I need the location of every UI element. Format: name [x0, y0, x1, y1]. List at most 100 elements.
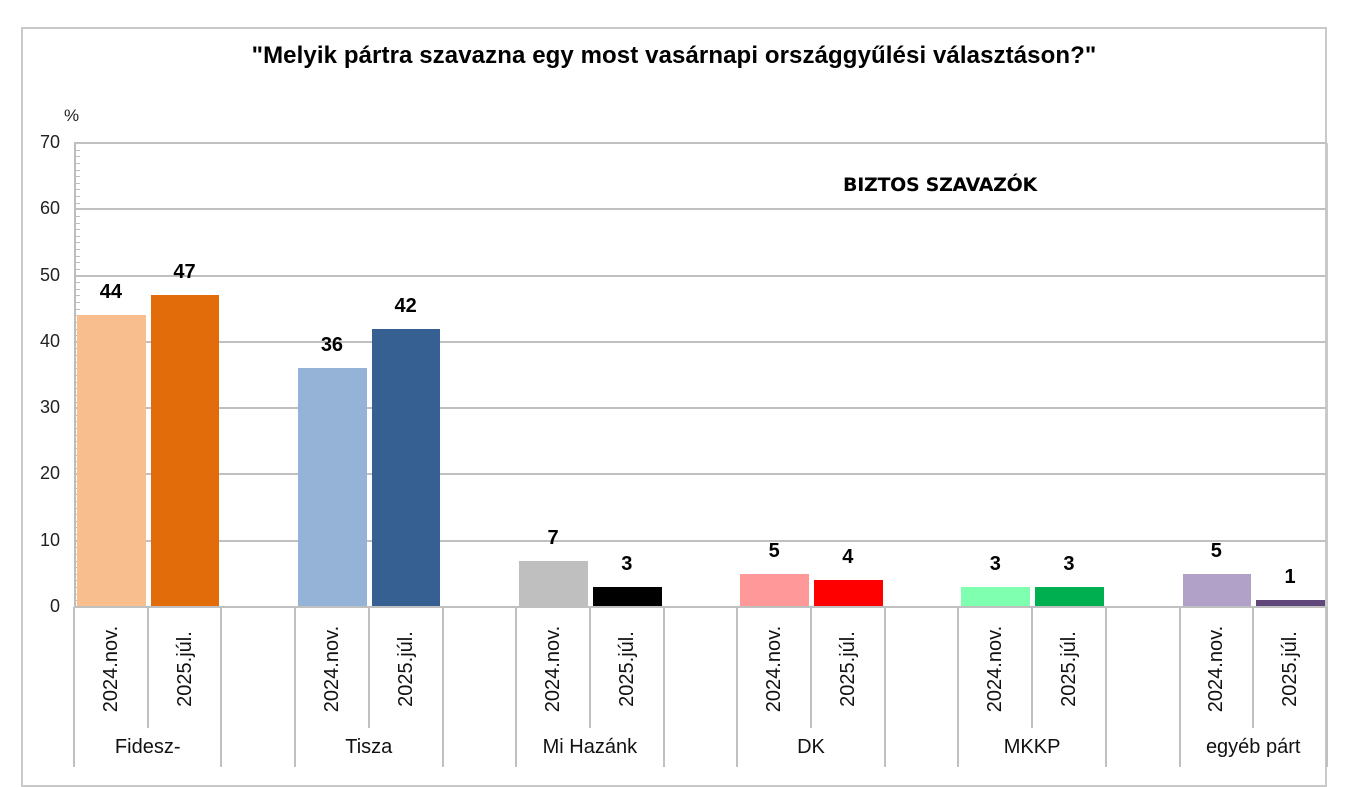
y-minor-tick [76, 235, 80, 237]
y-tick-label: 50 [39, 264, 60, 285]
inner-divider [588, 607, 591, 728]
y-tick-label: 20 [39, 463, 60, 484]
bar-2024.nov. [740, 573, 809, 607]
bar-2024.nov. [519, 560, 588, 607]
bar-2025.júl. [1256, 600, 1325, 607]
category-label: Mi Hazánk [542, 736, 638, 758]
group-divider [662, 607, 665, 767]
category-label: DK [797, 736, 825, 758]
x-tick-label: 2025.júl. [1279, 631, 1302, 707]
x-tick-label: 2024.nov. [984, 625, 1007, 713]
data-label: 3 [989, 553, 1001, 576]
bar-2024.nov. [298, 368, 367, 607]
data-label: 3 [1063, 553, 1075, 576]
bar-2024.nov. [961, 587, 1031, 607]
data-label: 44 [99, 281, 122, 304]
chart-subtitle: BIZTOS SZAVAZÓK [843, 174, 1037, 196]
x-tick-label: 2024.nov. [1205, 625, 1228, 713]
y-minor-tick [76, 242, 80, 244]
gridline [74, 473, 1327, 476]
x-tick-label: 2024.nov. [542, 625, 565, 713]
inner-divider [810, 607, 812, 728]
category-label: Tisza [345, 736, 393, 758]
y-minor-tick [76, 202, 80, 204]
group-divider [736, 607, 739, 767]
y-tick-label: 60 [39, 198, 60, 219]
y-minor-tick [76, 249, 80, 251]
group-divider [73, 607, 75, 767]
category-label: MKKP [1003, 736, 1061, 758]
gridline [74, 340, 1327, 343]
inner-divider [1252, 607, 1255, 728]
y-minor-tick [76, 282, 80, 284]
y-axis-unit: % [64, 106, 80, 125]
gridline [74, 274, 1327, 277]
y-minor-tick [76, 229, 80, 231]
y-minor-tick [76, 196, 80, 198]
bar-2025.júl. [592, 587, 662, 607]
y-minor-tick [76, 268, 80, 270]
group-divider [1104, 607, 1107, 767]
chart-title: "Melyik pártra szavazna egy most vasárna… [251, 42, 1097, 69]
bar-2025.júl. [371, 328, 441, 607]
y-minor-tick [76, 176, 80, 178]
gridline [74, 539, 1327, 542]
x-tick-label: 2024.nov. [99, 625, 122, 713]
gridline [74, 142, 1327, 144]
data-label: 5 [1210, 539, 1222, 562]
y-minor-tick [76, 215, 80, 217]
y-minor-tick [76, 189, 80, 191]
x-tick-label: 2025.júl. [1057, 631, 1080, 707]
y-minor-tick [76, 302, 80, 304]
data-label: 3 [621, 553, 633, 576]
data-label: 4 [842, 546, 854, 569]
bar-2025.júl. [1035, 587, 1104, 607]
y-minor-tick [76, 162, 80, 164]
category-label: Fidesz- [114, 736, 181, 758]
gridline [74, 407, 1327, 410]
y-minor-tick [76, 169, 80, 171]
y-tick-label: 30 [39, 397, 60, 418]
data-label: 36 [320, 334, 344, 357]
y-minor-tick [76, 182, 80, 184]
group-divider [220, 607, 223, 767]
inner-divider [146, 607, 149, 728]
y-minor-tick [76, 295, 80, 297]
group-divider [883, 607, 886, 767]
y-minor-tick [76, 156, 80, 158]
data-label: 1 [1284, 566, 1296, 589]
group-divider [1325, 607, 1328, 767]
group-divider [441, 607, 444, 767]
y-minor-tick [76, 255, 80, 257]
gridline [74, 208, 1327, 211]
x-axis-line [74, 606, 1327, 608]
bar-2024.nov. [77, 315, 146, 607]
y-minor-tick [76, 262, 80, 264]
group-divider [1178, 607, 1181, 767]
y-minor-tick [76, 288, 80, 290]
data-label: 47 [173, 261, 196, 284]
bar-2025.júl. [150, 295, 220, 607]
category-label: egyéb párt [1205, 736, 1301, 758]
bar-2025.júl. [814, 580, 883, 607]
y-minor-tick [76, 222, 80, 224]
x-tick-label: 2024.nov. [763, 625, 786, 713]
group-divider [515, 607, 518, 767]
x-tick-label: 2025.júl. [173, 631, 196, 707]
plot-right-border [1326, 143, 1328, 607]
y-minor-tick [76, 149, 80, 151]
data-label: 42 [394, 294, 417, 317]
y-tick-label: 70 [39, 132, 60, 152]
y-tick-label: 40 [39, 330, 60, 351]
y-tick-label: 10 [39, 529, 60, 550]
y-tick-label: 0 [49, 596, 60, 616]
y-minor-tick [76, 308, 80, 310]
x-tick-label: 2025.júl. [836, 631, 859, 707]
inner-divider [367, 607, 370, 728]
group-divider [957, 607, 960, 767]
y-axis-line [74, 143, 76, 608]
x-tick-label: 2025.júl. [615, 631, 638, 707]
data-label: 5 [768, 539, 780, 562]
inner-divider [1031, 607, 1034, 728]
data-label: 7 [547, 526, 559, 549]
